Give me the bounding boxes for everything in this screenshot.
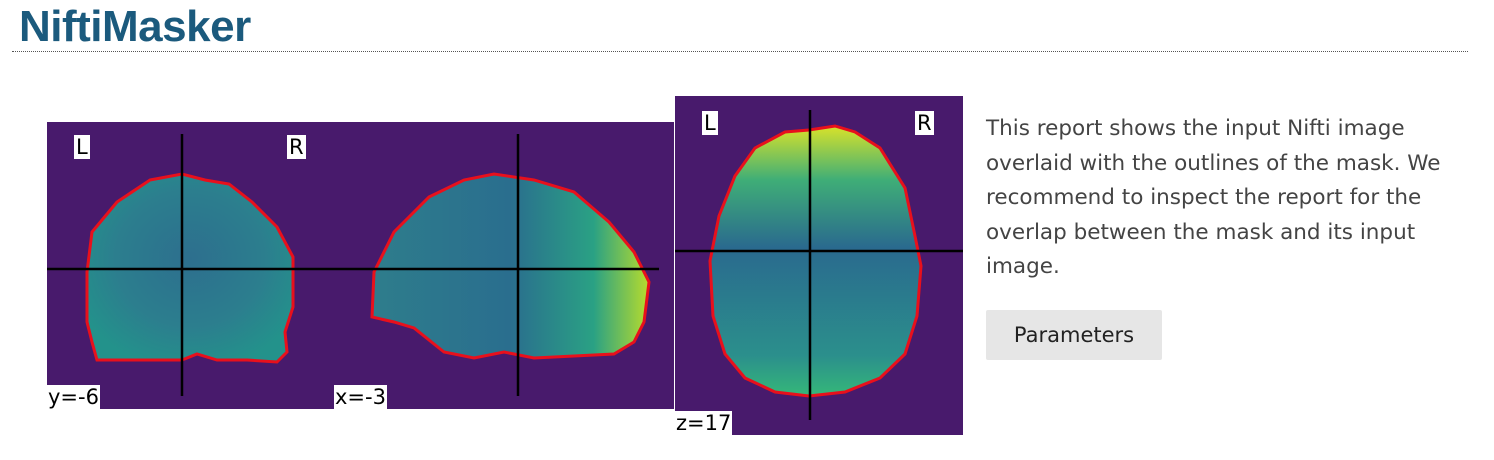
page-title: NiftiMasker	[19, 2, 251, 51]
axial-brain-outline	[708, 124, 923, 398]
sagittal-brain-outline	[370, 172, 651, 360]
sagittal-view: x=-3	[334, 122, 674, 409]
report-description: This report shows the input Nifti image …	[986, 116, 1441, 279]
right-orientation-label: R	[287, 135, 306, 159]
parameters-button[interactable]: Parameters	[986, 310, 1162, 360]
left-orientation-label: L	[74, 135, 90, 159]
axial-view: L R z=17	[675, 96, 963, 435]
coronal-coordinate-label: y=-6	[47, 385, 100, 409]
title-divider	[12, 51, 1468, 52]
axial-coordinate-label: z=17	[675, 411, 733, 435]
left-orientation-label: L	[702, 111, 718, 135]
sagittal-coordinate-label: x=-3	[334, 385, 387, 409]
coronal-view: L R y=-6	[47, 122, 334, 409]
right-orientation-label: R	[915, 111, 934, 135]
